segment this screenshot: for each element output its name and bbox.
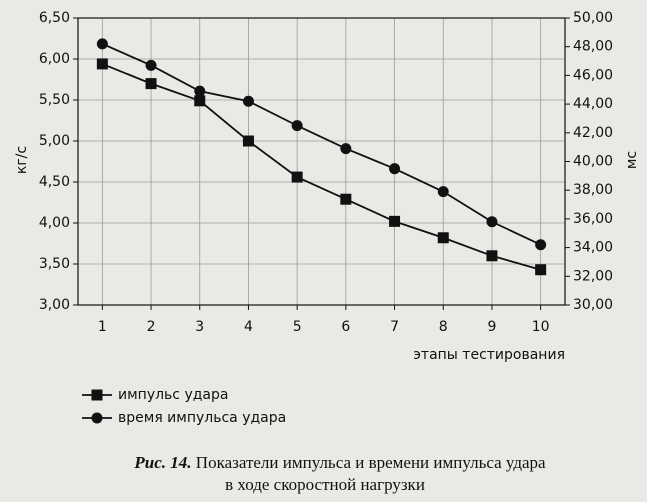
data-point bbox=[291, 171, 303, 183]
caption-line: в ходе скоростной нагрузки bbox=[225, 475, 425, 494]
series-line bbox=[102, 63, 541, 271]
y2-tick-label: 40,00 bbox=[573, 154, 613, 170]
plot-frame bbox=[77, 17, 566, 306]
y2-tick-label: 38,00 bbox=[573, 182, 613, 198]
y2-tick-label: 48,00 bbox=[573, 39, 613, 55]
y-tick-label: 6,50 bbox=[39, 10, 70, 26]
series-line bbox=[101, 43, 542, 246]
x-tick-label: 2 bbox=[147, 319, 156, 335]
y-tick-label: 3,50 bbox=[39, 256, 70, 272]
data-point bbox=[96, 38, 108, 50]
data-point bbox=[340, 143, 352, 155]
data-point bbox=[242, 135, 254, 147]
y2-tick-label: 46,00 bbox=[573, 67, 613, 83]
data-point bbox=[486, 250, 498, 262]
data-point bbox=[389, 215, 401, 227]
y2-tick-label: 32,00 bbox=[573, 268, 613, 284]
x-axis-label: этапы тестирования bbox=[413, 347, 565, 363]
legend-label: время импульса удара bbox=[118, 410, 286, 426]
x-tick-label: 7 bbox=[390, 319, 399, 335]
y2-tick-label: 36,00 bbox=[573, 211, 613, 227]
y-tick-label: 4,00 bbox=[39, 215, 70, 231]
y2-tick-label: 44,00 bbox=[573, 96, 613, 112]
data-point bbox=[535, 264, 547, 276]
caption: Рис. 14. Показатели импульса и времени и… bbox=[133, 453, 546, 472]
x-tick-label: 1 bbox=[98, 319, 107, 335]
data-point bbox=[194, 95, 206, 107]
legend-marker bbox=[91, 389, 103, 401]
data-point bbox=[535, 239, 547, 251]
data-point bbox=[389, 163, 401, 175]
x-tick-label: 4 bbox=[244, 319, 253, 335]
legend-label: импульс удара bbox=[118, 387, 228, 403]
x-tick-label: 6 bbox=[341, 319, 350, 335]
data-point bbox=[437, 232, 449, 244]
y2-axis-label: мс bbox=[624, 151, 640, 169]
x-tick-label: 5 bbox=[293, 319, 302, 335]
x-tick-label: 10 bbox=[532, 319, 550, 335]
data-point bbox=[194, 85, 206, 97]
legend-marker bbox=[91, 412, 103, 424]
y2-tick-label: 34,00 bbox=[573, 240, 613, 256]
data-point bbox=[291, 120, 303, 132]
y2-tick-label: 42,00 bbox=[573, 125, 613, 141]
y-tick-label: 4,50 bbox=[39, 174, 70, 190]
y-axis-label: кг/с bbox=[14, 146, 30, 174]
data-point bbox=[145, 78, 157, 90]
x-tick-label: 8 bbox=[439, 319, 448, 335]
data-point bbox=[242, 95, 254, 107]
data-point bbox=[486, 216, 498, 228]
caption-label: Рис. 14. bbox=[133, 453, 191, 472]
y-tick-label: 3,00 bbox=[39, 297, 70, 313]
y-tick-label: 5,50 bbox=[39, 92, 70, 108]
y-tick-label: 6,00 bbox=[39, 51, 70, 67]
x-tick-label: 9 bbox=[487, 319, 496, 335]
data-point bbox=[437, 186, 449, 198]
caption-line: Показатели импульса и времени импульса у… bbox=[196, 453, 546, 472]
data-point bbox=[340, 193, 352, 205]
y2-tick-label: 50,00 bbox=[573, 10, 613, 26]
data-point bbox=[145, 59, 157, 71]
data-point bbox=[96, 58, 108, 70]
y2-tick-label: 30,00 bbox=[573, 297, 613, 313]
y-tick-label: 5,00 bbox=[39, 133, 70, 149]
x-tick-label: 3 bbox=[195, 319, 204, 335]
